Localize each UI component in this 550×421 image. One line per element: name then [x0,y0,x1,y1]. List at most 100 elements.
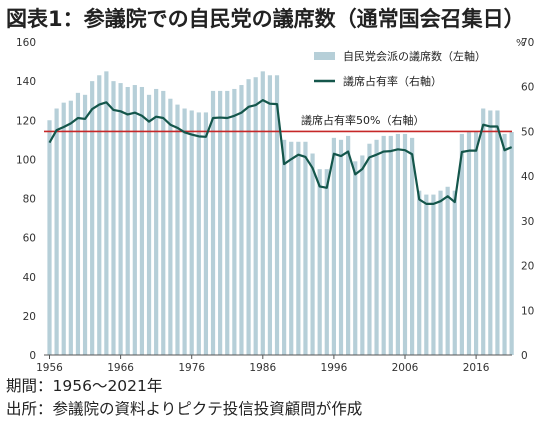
bar-series [47,71,514,356]
bar-1967 [125,86,130,356]
bar-2018 [488,110,493,355]
bar-1990 [289,141,294,355]
bar-1988 [274,75,280,355]
bar-1980 [218,90,223,355]
bar-1970 [146,94,152,355]
bar-1957 [54,108,59,355]
bar-2014 [459,133,464,355]
left-axis-ticks: 0 20 40 60 80 100 120 140 160 [16,37,36,362]
x-tick-label: 2006 [392,362,419,374]
bar-1998 [346,135,351,355]
right-tick-label: 30 [521,216,534,228]
chart-title: 図表1：参議院での自民党の議席数（通常国会召集日） [6,7,525,31]
bar-1981 [225,90,230,355]
bar-1996 [331,137,336,355]
right-tick-label: 10 [521,305,534,317]
bar-1987 [267,75,273,355]
bar-2013 [452,190,457,355]
bar-1960 [75,92,81,356]
bar-1961 [82,94,88,355]
bar-1997 [338,139,344,355]
bar-1958 [61,102,66,355]
bar-1992 [303,141,308,355]
right-tick-label: 20 [521,261,534,273]
bar-1972 [161,90,166,355]
period-note: 期間：1956～2021年 [6,377,163,395]
bar-1984 [246,79,251,356]
left-tick-label: 40 [23,272,36,284]
bar-2009 [424,194,429,355]
bar-1969 [139,86,145,356]
right-tick-label: 50 [521,126,534,138]
bar-1991 [296,141,301,355]
bar-2000 [360,155,365,355]
left-tick-label: 80 [23,194,36,206]
right-tick-label: 70 [521,37,534,49]
bar-1977 [196,112,201,355]
bar-2011 [438,190,443,355]
bar-1983 [239,85,244,355]
bar-1979 [210,90,216,355]
left-tick-label: 0 [29,350,36,362]
bar-1974 [175,104,180,355]
right-axis-ticks: 0 10 20 30 40 50 60 70 [521,37,534,362]
bar-2005 [395,133,400,355]
legend-label-line: 議席占有率（右軸） [343,74,442,88]
bar-1993 [310,153,315,355]
bar-2019 [495,110,500,355]
bar-2008 [417,190,422,355]
bar-2015 [466,131,472,355]
x-tick-label: 1976 [178,362,205,374]
bar-1986 [260,71,265,355]
left-tick-label: 100 [16,154,36,166]
bar-1989 [282,139,287,355]
x-tick-label: 1956 [36,362,63,374]
bar-2010 [431,194,436,355]
legend-swatch-bars [314,52,335,60]
x-tick-label: 1966 [107,362,134,374]
bar-2017 [481,108,486,355]
legend-label-bars: 自民党会派の議席数（左軸） [343,49,486,63]
bar-1978 [203,112,209,355]
bar-1965 [111,81,116,356]
bar-1968 [132,85,137,355]
bar-1985 [253,77,258,356]
x-tick-label: 1986 [249,362,276,374]
bar-1994 [317,169,322,355]
right-axis-unit: % [516,38,526,49]
bar-1975 [182,108,187,355]
bar-2007 [410,137,415,355]
right-tick-label: 0 [521,350,528,362]
x-tick-label: 1996 [321,362,348,374]
bar-2006 [402,133,408,355]
left-tick-label: 160 [16,37,36,49]
bar-1962 [90,81,95,356]
bar-1966 [118,83,123,355]
bar-2002 [374,139,379,355]
bar-2016 [474,131,479,355]
bar-2012 [445,186,450,355]
left-tick-label: 60 [23,233,36,245]
bar-2021 [509,131,514,355]
bar-1971 [154,88,159,355]
bar-1995 [324,169,329,355]
bar-1963 [97,75,102,355]
bar-1959 [68,100,73,355]
bar-2020 [502,133,507,355]
bar-1976 [189,110,194,355]
right-tick-label: 40 [521,171,534,183]
x-axis-ticks: 1956 1966 1976 1986 1996 2006 2016 [36,355,490,374]
share-line-series [48,99,513,205]
bar-2003 [381,135,386,355]
bar-1982 [232,88,237,355]
left-tick-label: 140 [16,76,36,88]
source-note: 出所：参議院の資料よりピクテ投信投資顧問が作成 [6,400,363,418]
reference-line-label: 議席占有率50%（右軸） [301,113,424,127]
left-tick-label: 120 [16,115,36,127]
bar-1964 [104,71,109,355]
bar-2001 [367,143,372,355]
legend: 自民党会派の議席数（左軸） 議席占有率（右軸） [314,49,486,88]
bar-1999 [353,161,358,355]
left-tick-label: 20 [23,311,36,323]
